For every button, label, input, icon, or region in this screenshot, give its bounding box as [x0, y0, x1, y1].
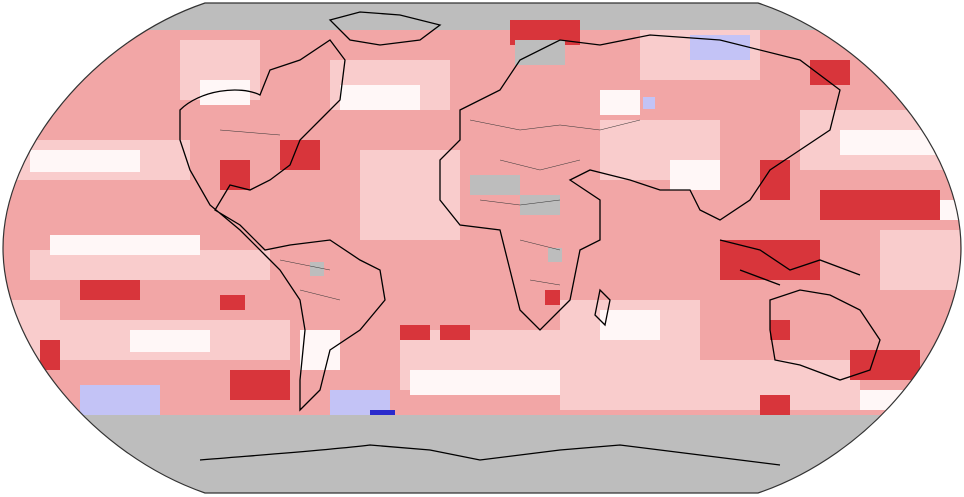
borders [219, 119, 641, 301]
light-cells [3, 30, 960, 410]
cell [380, 30, 450, 60]
coastlines [179, 11, 881, 466]
near-normal-cells [30, 80, 960, 410]
no-data-arctic [3, 3, 961, 30]
